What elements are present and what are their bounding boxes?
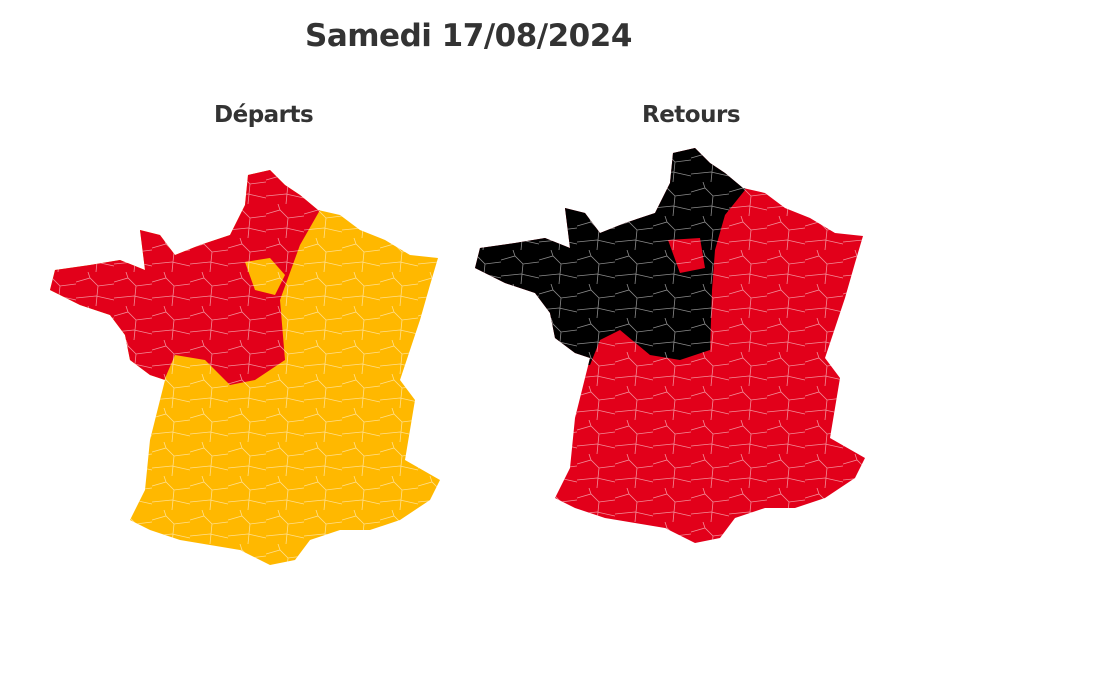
returns-label: Retours [642, 102, 741, 128]
department-borders [475, 148, 865, 543]
departures-label: Départs [214, 102, 314, 128]
department-borders [50, 170, 440, 565]
returns-map [475, 148, 865, 543]
page-title: Samedi 17/08/2024 [305, 18, 632, 54]
departures-map [50, 170, 440, 565]
